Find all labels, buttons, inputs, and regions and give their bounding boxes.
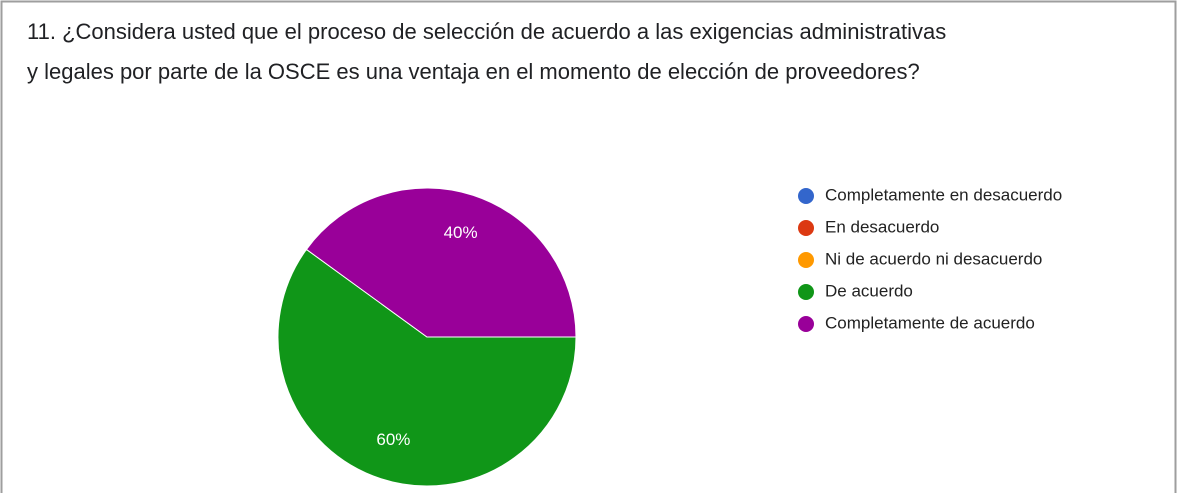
legend-swatch <box>798 188 814 204</box>
legend-swatch <box>798 220 814 236</box>
legend-label: Completamente en desacuerdo <box>825 185 1062 204</box>
value-label: 40% <box>444 223 478 242</box>
legend-label: En desacuerdo <box>825 217 939 236</box>
legend-label: Completamente de acuerdo <box>825 313 1035 332</box>
chart-title: 11. ¿Considera usted que el proceso de s… <box>27 19 946 44</box>
legend-label: De acuerdo <box>825 281 913 300</box>
pie-slice <box>277 248 577 487</box>
legend-swatch <box>798 252 814 268</box>
chart-title: y legales por parte de la OSCE es una ve… <box>27 59 920 84</box>
pie-slice <box>305 187 577 338</box>
value-label: 60% <box>376 430 410 449</box>
legend-swatch <box>798 284 814 300</box>
legend-label: Ni de acuerdo ni desacuerdo <box>825 249 1042 268</box>
legend-swatch <box>798 316 814 332</box>
